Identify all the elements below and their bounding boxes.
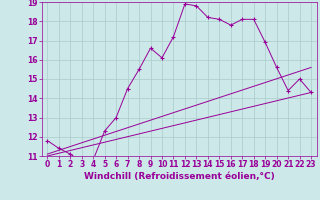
X-axis label: Windchill (Refroidissement éolien,°C): Windchill (Refroidissement éolien,°C) [84, 172, 275, 181]
